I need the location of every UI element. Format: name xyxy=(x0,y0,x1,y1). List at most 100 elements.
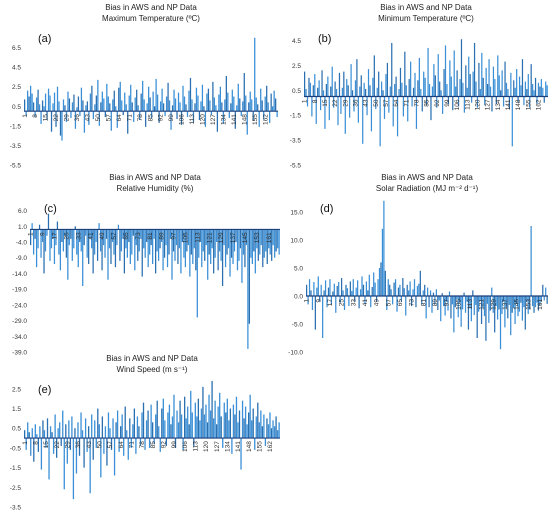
bar xyxy=(209,100,211,112)
bar xyxy=(425,296,427,319)
bar xyxy=(312,85,314,97)
x-tick-label: 33 xyxy=(350,299,357,307)
bar xyxy=(404,51,406,97)
bar xyxy=(373,272,375,296)
bar xyxy=(264,96,266,112)
x-tick-label: 105 xyxy=(455,299,462,310)
bar xyxy=(153,438,155,444)
bar xyxy=(160,229,163,242)
bar xyxy=(335,89,338,97)
bar xyxy=(95,95,97,112)
x-tick-label: 57 xyxy=(385,299,392,307)
bar xyxy=(201,229,203,268)
bar xyxy=(132,424,134,439)
x-tick-label: 153 xyxy=(525,299,532,310)
bar xyxy=(205,229,207,246)
bar xyxy=(168,404,171,439)
bar xyxy=(162,103,165,112)
x-tick-label: 36 xyxy=(74,114,81,122)
bar xyxy=(251,99,253,112)
bar xyxy=(121,100,123,112)
bar xyxy=(226,398,228,439)
bar xyxy=(67,91,69,112)
x-tick-label: 120 xyxy=(200,114,207,125)
bar xyxy=(230,103,232,112)
bar xyxy=(314,296,316,330)
bar xyxy=(86,438,88,452)
bar xyxy=(80,412,82,439)
bar xyxy=(394,84,396,97)
bar xyxy=(469,296,471,309)
bar xyxy=(31,223,33,230)
bar xyxy=(526,89,528,97)
bar xyxy=(533,296,535,313)
bar xyxy=(534,296,537,308)
bar xyxy=(152,91,154,112)
bar xyxy=(372,77,374,97)
bar xyxy=(431,86,434,97)
y-tick-label: -1.5 xyxy=(290,113,302,120)
bar xyxy=(211,380,213,439)
bar xyxy=(135,438,137,454)
bar xyxy=(31,428,33,439)
bar xyxy=(532,84,534,97)
bar xyxy=(545,287,547,296)
bar xyxy=(427,47,429,97)
bar xyxy=(161,88,163,112)
x-tick-label: 129 xyxy=(218,232,225,243)
x-tick-label: 41 xyxy=(87,232,94,240)
bar xyxy=(217,406,219,439)
bar xyxy=(415,96,418,129)
bar xyxy=(536,296,538,303)
bar xyxy=(110,111,112,131)
bar xyxy=(52,103,54,112)
bar xyxy=(50,229,53,249)
bar xyxy=(97,79,99,112)
bar xyxy=(342,290,344,296)
bar xyxy=(343,296,346,310)
x-tick-label: 71 xyxy=(128,441,135,449)
bar xyxy=(218,94,220,112)
bar xyxy=(457,296,459,318)
x-tick-label: 25 xyxy=(63,232,70,240)
bar xyxy=(38,224,41,230)
x-tick-label: 29 xyxy=(64,114,71,122)
bar xyxy=(100,438,102,478)
panel-label: (a) xyxy=(38,33,51,45)
x-tick-label: 81 xyxy=(420,299,427,307)
x-tick-label: 78 xyxy=(139,441,146,449)
x-tick-label: 99 xyxy=(168,114,175,122)
bar xyxy=(207,229,209,280)
bar xyxy=(426,96,428,106)
bar xyxy=(391,42,393,97)
x-tick-label: 57 xyxy=(105,114,112,122)
bar xyxy=(115,106,117,112)
bar xyxy=(495,296,497,307)
bar xyxy=(380,81,383,97)
bar xyxy=(88,229,90,264)
bar xyxy=(537,82,540,97)
bar xyxy=(357,96,359,123)
bar xyxy=(177,422,180,439)
bar xyxy=(515,296,518,304)
bar xyxy=(351,90,354,97)
bar xyxy=(362,284,365,296)
bar xyxy=(334,81,336,97)
bar xyxy=(216,424,218,439)
bar xyxy=(38,104,41,112)
bar xyxy=(68,229,70,246)
bar xyxy=(107,229,109,280)
y-tick-label: 1.5 xyxy=(12,406,21,413)
bar xyxy=(67,229,69,280)
bar xyxy=(480,296,483,324)
bar xyxy=(463,292,465,296)
x-tick-label: 15 xyxy=(322,99,329,107)
bar xyxy=(440,90,442,97)
bar xyxy=(168,229,170,255)
bar xyxy=(80,87,83,112)
bar xyxy=(125,229,127,249)
bar xyxy=(166,229,169,268)
bar xyxy=(231,438,233,454)
bar xyxy=(368,274,370,296)
bar xyxy=(352,279,354,296)
